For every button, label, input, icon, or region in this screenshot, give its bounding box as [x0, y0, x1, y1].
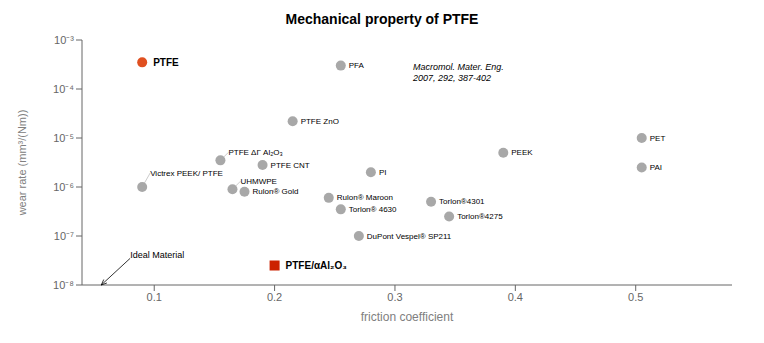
- svg-text:Macromol. Mater. Eng.2007, 292: Macromol. Mater. Eng.2007, 292, 387-402: [412, 62, 504, 83]
- svg-text:PTFE ΔΓ Al₂O₃: PTFE ΔΓ Al₂O₃: [228, 148, 282, 157]
- svg-text:PTFE: PTFE: [153, 57, 179, 68]
- svg-text:Torlon®4301: Torlon®4301: [439, 197, 485, 206]
- html-text:Mechanical property of PTFE: Mechanical property of PTFE: [285, 11, 479, 27]
- svg-text:Rulon® Maroon: Rulon® Maroon: [337, 193, 393, 202]
- svg-text:DuPont Vespel® SP211: DuPont Vespel® SP211: [367, 232, 452, 241]
- svg-text:PAI: PAI: [650, 163, 662, 172]
- svg-text:10⁻³: 10⁻³: [54, 34, 74, 46]
- svg-text:0.3: 0.3: [387, 291, 402, 303]
- svg-text:Rulon® Gold: Rulon® Gold: [253, 187, 299, 196]
- svg-text:PI: PI: [379, 168, 387, 177]
- svg-text:Torlon®4275: Torlon®4275: [457, 212, 503, 221]
- svg-text:0.1: 0.1: [147, 291, 162, 303]
- svg-text:Ideal Material: Ideal Material: [130, 250, 184, 260]
- svg-text:PTFE CNT: PTFE CNT: [271, 161, 310, 170]
- svg-text:10⁻⁵: 10⁻⁵: [53, 132, 74, 144]
- svg-text:0.5: 0.5: [628, 291, 643, 303]
- svg-text:10⁻⁷: 10⁻⁷: [54, 230, 74, 242]
- svg-text:Torlon® 4630: Torlon® 4630: [349, 205, 397, 214]
- svg-text:10⁻⁶: 10⁻⁶: [53, 181, 74, 193]
- svg-text:wear rate (mm³/(Nm)): wear rate (mm³/(Nm)): [16, 110, 28, 217]
- svg-text:PFA: PFA: [349, 61, 365, 70]
- svg-text:PET: PET: [650, 134, 666, 143]
- svg-text:0.2: 0.2: [267, 291, 282, 303]
- svg-text:friction coefficient: friction coefficient: [361, 310, 454, 324]
- svg-text:PTFE ZnO: PTFE ZnO: [301, 117, 339, 126]
- svg-text:10⁻⁸: 10⁻⁸: [53, 279, 74, 291]
- svg-text:0.4: 0.4: [508, 291, 523, 303]
- svg-text:PTFE/αAl₂O₃: PTFE/αAl₂O₃: [286, 260, 348, 271]
- svg-text:10⁻⁴: 10⁻⁴: [53, 83, 74, 95]
- svg-text:UHMWPE: UHMWPE: [240, 177, 276, 186]
- svg-text:PEEK: PEEK: [511, 148, 533, 157]
- svg-text:Victrex PEEK/ PTFE: Victrex PEEK/ PTFE: [150, 169, 223, 178]
